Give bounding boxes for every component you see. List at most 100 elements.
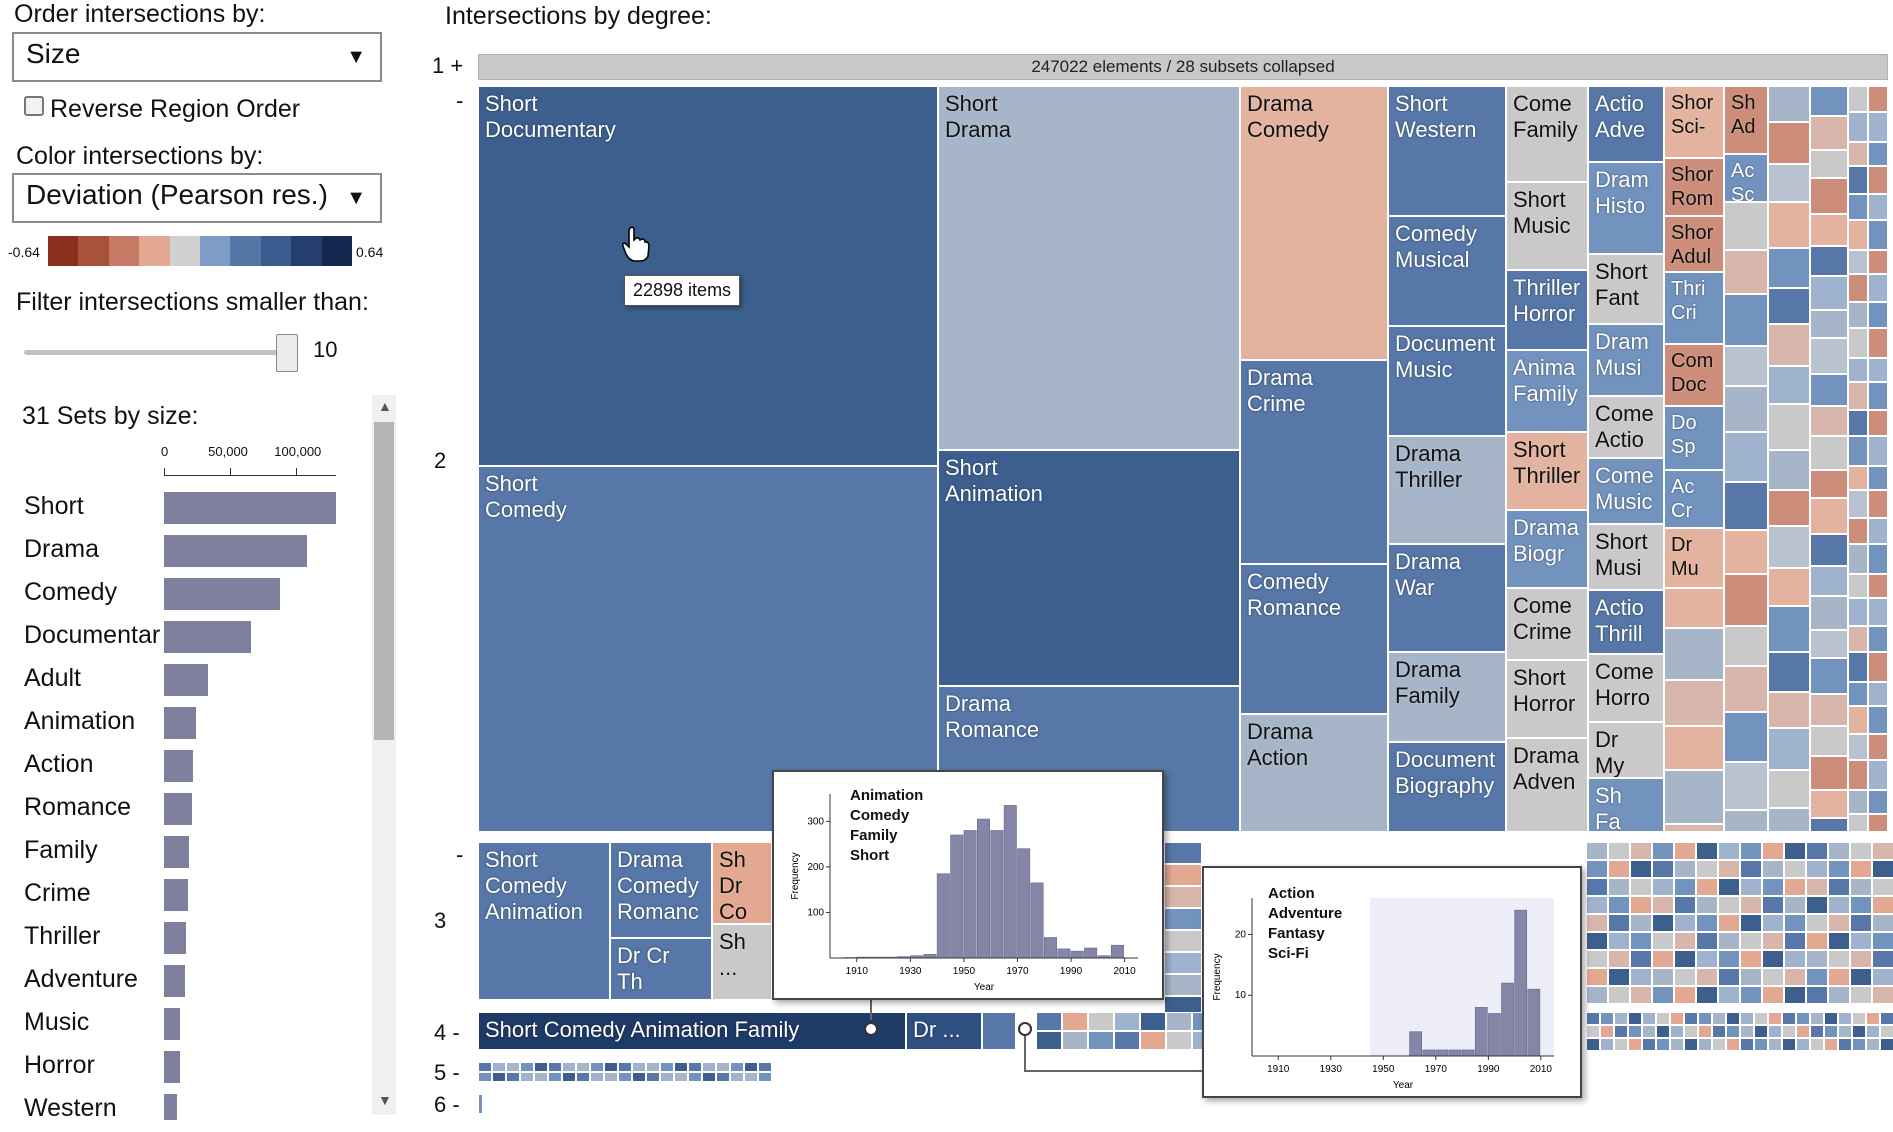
intersection-tile-small[interactable]	[1782, 1012, 1796, 1025]
intersection-tile-small[interactable]	[1848, 142, 1868, 166]
intersection-tile-small[interactable]	[1868, 682, 1888, 706]
degree-3-collapse[interactable]: -	[456, 842, 464, 867]
intersection-tile-small[interactable]	[1726, 1012, 1740, 1025]
intersection-tile-small[interactable]	[1880, 1025, 1893, 1038]
intersection-tile-small[interactable]	[1696, 878, 1718, 896]
intersection-tile-small[interactable]	[1724, 712, 1768, 762]
intersection-tile-small[interactable]	[1810, 1012, 1824, 1025]
intersection-tile-small[interactable]	[1630, 914, 1652, 932]
intersection-tile-small[interactable]	[1696, 896, 1718, 914]
intersection-tile-small[interactable]	[1586, 1038, 1600, 1051]
intersection-tile-small[interactable]	[1712, 1012, 1726, 1025]
intersection-tile-small[interactable]	[1828, 842, 1850, 860]
intersection-tile-small[interactable]	[576, 1062, 590, 1072]
intersection-tile-small[interactable]	[1848, 166, 1868, 194]
intersection-tile-small[interactable]	[1608, 986, 1630, 1004]
intersection-tile-small[interactable]	[1600, 1038, 1614, 1051]
intersection-tile-small[interactable]	[1868, 760, 1888, 790]
intersection-tile-small[interactable]	[1848, 790, 1868, 814]
intersection-tile-small[interactable]	[1810, 1025, 1824, 1038]
intersection-tile[interactable]: Dr Mu	[1664, 528, 1724, 588]
intersection-tile-small[interactable]	[1652, 968, 1674, 986]
intersection-tile-small[interactable]	[1872, 932, 1893, 950]
intersection-tile-small[interactable]	[1868, 112, 1888, 142]
intersection-tile-small[interactable]	[1810, 374, 1848, 406]
intersection-tile-small[interactable]	[1674, 896, 1696, 914]
intersection-tile[interactable]: Dram Musi	[1588, 324, 1664, 396]
intersection-tile-small[interactable]	[478, 1094, 483, 1114]
intersection-tile-small[interactable]	[1806, 878, 1828, 896]
intersection-tile-small[interactable]	[1768, 366, 1810, 404]
intersection-tile-small[interactable]	[1586, 896, 1608, 914]
intersection-tile-small[interactable]	[562, 1072, 576, 1082]
intersection-tile-small[interactable]	[1848, 358, 1868, 382]
intersection-tile[interactable]: Dr Cr Th	[610, 938, 712, 1000]
intersection-tile-small[interactable]	[1850, 914, 1872, 932]
intersection-tile-small[interactable]	[1608, 878, 1630, 896]
intersection-tile-small[interactable]	[1762, 914, 1784, 932]
set-row[interactable]: Drama	[0, 533, 370, 573]
intersection-tile-small[interactable]	[1866, 1038, 1880, 1051]
intersection-tile-small[interactable]	[1140, 1031, 1166, 1050]
intersection-tile-small[interactable]	[1768, 288, 1810, 324]
intersection-tile-small[interactable]	[1784, 860, 1806, 878]
intersection-tile-small[interactable]	[1674, 968, 1696, 986]
intersection-tile-small[interactable]	[1718, 950, 1740, 968]
intersection-tile-small[interactable]	[1608, 842, 1630, 860]
intersection-tile-small[interactable]	[1868, 302, 1888, 328]
set-row[interactable]: Romance	[0, 791, 370, 831]
intersection-tile-small[interactable]	[1768, 202, 1810, 248]
intersection-tile-small[interactable]	[1630, 878, 1652, 896]
intersection-tile-small[interactable]	[1062, 1031, 1088, 1050]
intersection-tile-small[interactable]	[562, 1062, 576, 1072]
intersection-tile-small[interactable]	[1166, 1031, 1192, 1050]
intersection-tile-small[interactable]	[1696, 950, 1718, 968]
intersection-tile-small[interactable]	[1740, 878, 1762, 896]
intersection-tile-small[interactable]	[1872, 878, 1893, 896]
intersection-tile-small[interactable]	[1848, 760, 1868, 790]
intersection-tile[interactable]: Come Horro	[1588, 654, 1664, 722]
intersection-tile-small[interactable]	[1608, 968, 1630, 986]
intersection-tile-small[interactable]	[1652, 932, 1674, 950]
intersection-tile-small[interactable]	[1868, 518, 1888, 544]
intersection-tile-small[interactable]	[702, 1072, 716, 1082]
intersection-tile-small[interactable]	[646, 1062, 660, 1072]
intersection-tile-small[interactable]	[1810, 86, 1848, 116]
intersection-tile-small[interactable]	[1810, 470, 1848, 498]
intersection-tile-small[interactable]	[1724, 386, 1768, 432]
intersection-tile-small[interactable]	[1724, 482, 1768, 530]
intersection-tile-small[interactable]	[674, 1072, 688, 1082]
intersection-tile-small[interactable]	[1850, 986, 1872, 1004]
intersection-tile-small[interactable]	[1586, 860, 1608, 878]
intersection-tile[interactable]: Short Comedy	[478, 466, 938, 832]
intersection-tile-small[interactable]	[1718, 878, 1740, 896]
intersection-tile-small[interactable]	[1810, 1038, 1824, 1051]
intersection-tile-small[interactable]	[1586, 1012, 1600, 1025]
intersection-tile-small[interactable]	[1868, 652, 1888, 682]
intersection-tile[interactable]: Dr ...	[906, 1012, 982, 1050]
intersection-tile[interactable]: Drama Thriller	[1388, 436, 1506, 544]
intersection-tile-small[interactable]	[1810, 694, 1848, 726]
intersection-tile-small[interactable]	[1114, 1012, 1140, 1031]
set-row[interactable]: Music	[0, 1006, 370, 1046]
intersection-tile-small[interactable]	[590, 1072, 604, 1082]
intersection-tile[interactable]: Do Sp	[1664, 406, 1724, 470]
intersection-tile-small[interactable]	[1630, 950, 1652, 968]
intersection-tile-small[interactable]	[1652, 842, 1674, 860]
intersection-tile-small[interactable]	[1810, 566, 1848, 596]
intersection-tile-small[interactable]	[1828, 950, 1850, 968]
intersection-tile[interactable]: Com Doc	[1664, 344, 1724, 406]
intersection-tile-small[interactable]	[1724, 666, 1768, 712]
intersection-tile-small[interactable]	[1586, 914, 1608, 932]
intersection-tile-small[interactable]	[1724, 250, 1768, 294]
intersection-tile-small[interactable]	[1868, 142, 1888, 166]
intersection-tile-small[interactable]	[1848, 652, 1868, 682]
intersection-tile-small[interactable]	[1848, 382, 1868, 410]
intersection-tile-small[interactable]	[1784, 896, 1806, 914]
intersection-tile-small[interactable]	[1166, 1012, 1192, 1031]
intersection-tile-small[interactable]	[1850, 860, 1872, 878]
intersection-tile-small[interactable]	[1628, 1012, 1642, 1025]
intersection-tile-small[interactable]	[1868, 598, 1888, 626]
intersection-tile-small[interactable]	[716, 1062, 730, 1072]
intersection-tile-small[interactable]	[1724, 574, 1768, 626]
